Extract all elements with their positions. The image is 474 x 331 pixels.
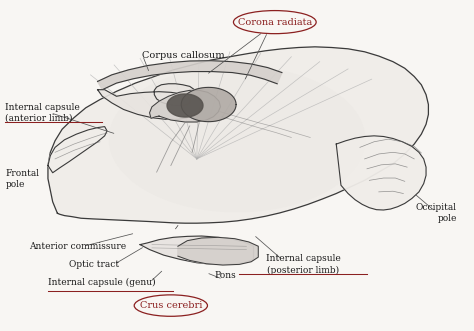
Text: Internal capsule (genu): Internal capsule (genu)	[48, 278, 155, 287]
Polygon shape	[140, 236, 254, 264]
Text: Anterior commissure: Anterior commissure	[29, 242, 126, 251]
Polygon shape	[98, 84, 201, 119]
Text: Corona radiata: Corona radiata	[237, 18, 312, 26]
Text: Optic tract: Optic tract	[69, 260, 119, 269]
Polygon shape	[48, 126, 107, 173]
Text: Pons: Pons	[214, 271, 236, 280]
Polygon shape	[98, 61, 282, 90]
Polygon shape	[150, 90, 220, 122]
Text: Frontal
pole: Frontal pole	[5, 168, 39, 189]
Text: Internal capsule
(anterior limb): Internal capsule (anterior limb)	[5, 103, 80, 123]
Polygon shape	[48, 47, 428, 223]
Text: Occipital
pole: Occipital pole	[416, 203, 457, 223]
Polygon shape	[109, 67, 365, 212]
Text: Crus cerebri: Crus cerebri	[140, 301, 202, 310]
Text: Internal capsule
(posterior limb): Internal capsule (posterior limb)	[266, 254, 340, 274]
Polygon shape	[178, 237, 258, 265]
Polygon shape	[181, 87, 236, 122]
Polygon shape	[336, 136, 426, 210]
Text: Corpus callosum: Corpus callosum	[143, 51, 225, 60]
Polygon shape	[167, 94, 203, 117]
